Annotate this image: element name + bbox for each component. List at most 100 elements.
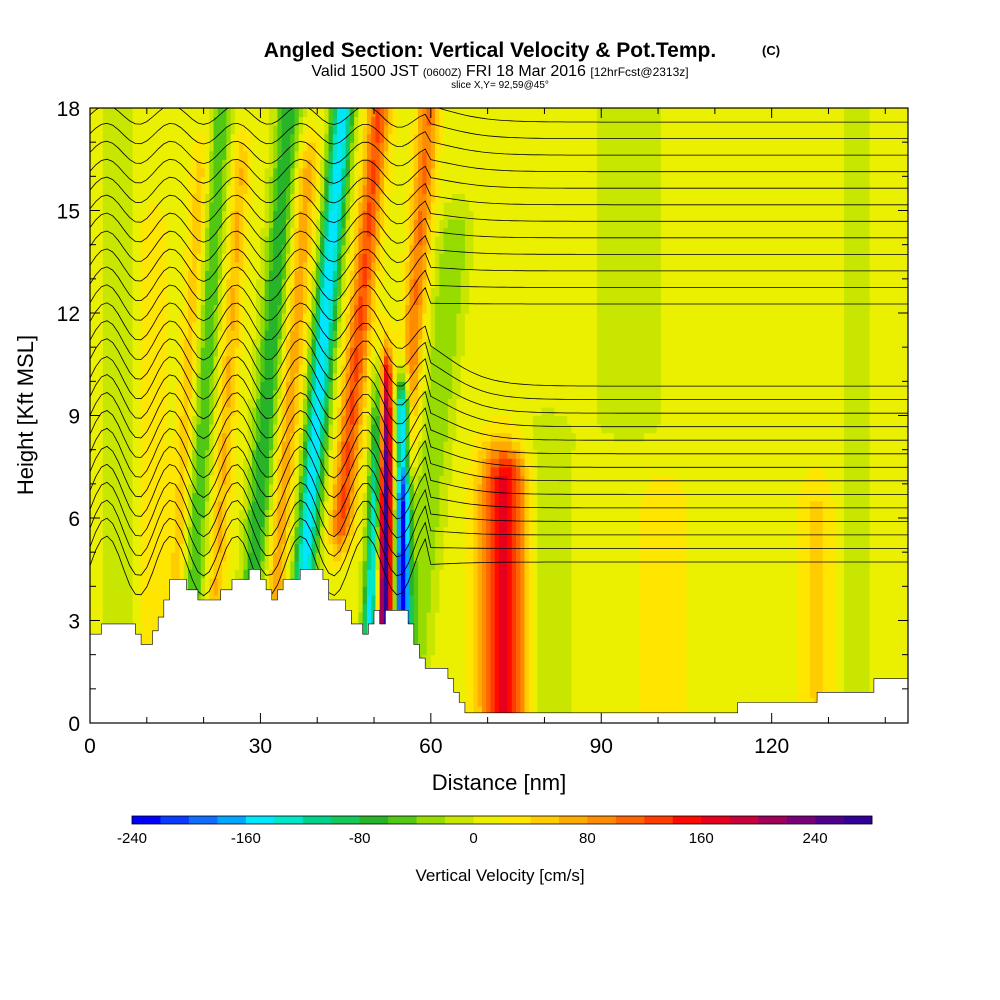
velocity-cell: [362, 603, 368, 613]
velocity-cell: [341, 449, 347, 459]
velocity-cell: [183, 278, 189, 288]
velocity-cell: [226, 193, 232, 203]
velocity-cell: [256, 321, 262, 331]
velocity-cell: [243, 355, 249, 365]
velocity-cell: [285, 321, 291, 331]
velocity-cell: [153, 150, 159, 160]
velocity-cell: [234, 364, 240, 374]
velocity-cell: [251, 159, 257, 169]
velocity-cell: [141, 629, 146, 639]
velocity-cell: [243, 389, 249, 400]
velocity-cell: [145, 159, 151, 169]
velocity-cell: [124, 355, 129, 365]
velocity-cell: [247, 227, 253, 237]
velocity-cell: [354, 261, 360, 271]
velocity-cell: [187, 330, 193, 340]
velocity-cell: [226, 415, 232, 425]
velocity-cell: [251, 347, 257, 357]
velocity-cell: [149, 270, 155, 280]
velocity-cell: [375, 142, 381, 152]
velocity-cell: [222, 509, 227, 519]
velocity-cell: [366, 535, 372, 545]
velocity-cell: [332, 219, 338, 229]
velocity-cell: [264, 193, 270, 203]
velocity-cell: [98, 244, 104, 254]
velocity-cell: [196, 116, 202, 126]
velocity-cell: [102, 193, 108, 203]
velocity-cell: [119, 398, 125, 408]
velocity-cell: [328, 372, 334, 382]
velocity-cell: [209, 201, 215, 212]
velocity-cell: [205, 483, 210, 493]
velocity-cell: [294, 449, 300, 459]
velocity-cell: [98, 347, 104, 357]
velocity-cell: [358, 594, 364, 605]
velocity-cell: [247, 176, 253, 186]
velocity-cell: [294, 236, 300, 246]
velocity-cell: [94, 355, 100, 365]
velocity-cell: [298, 108, 304, 118]
velocity-cell: [358, 492, 364, 502]
velocity-cell: [175, 295, 181, 306]
velocity-cell: [234, 261, 240, 271]
velocity-cell: [239, 458, 244, 468]
velocity-cell: [234, 133, 240, 143]
velocity-cell: [132, 253, 138, 263]
velocity-cell: [311, 338, 317, 348]
velocity-cell: [166, 236, 172, 246]
velocity-cell: [145, 432, 151, 442]
velocity-cell: [264, 236, 270, 246]
velocity-cell: [183, 210, 189, 220]
velocity-cell: [119, 108, 125, 118]
velocity-cell: [187, 543, 193, 553]
velocity-cell: [328, 150, 334, 160]
velocity-cell: [268, 449, 274, 459]
velocity-cell: [132, 398, 138, 408]
velocity-cell: [94, 526, 100, 536]
velocity-cell: [115, 406, 121, 417]
velocity-cell: [222, 330, 227, 340]
velocity-cell: [337, 518, 342, 528]
velocity-cell: [200, 236, 206, 246]
velocity-cell: [94, 253, 100, 263]
velocity-cell: [320, 526, 325, 536]
velocity-cell: [243, 492, 249, 502]
velocity-cell: [358, 611, 364, 622]
velocity-cell: [358, 133, 364, 143]
velocity-cell: [209, 287, 215, 297]
velocity-cell: [102, 355, 108, 365]
velocity-cell: [170, 492, 176, 502]
velocity-cell: [94, 475, 100, 485]
velocity-cell: [332, 560, 338, 570]
velocity-cell: [94, 108, 100, 118]
velocity-cell: [145, 406, 151, 417]
velocity-cell: [328, 347, 334, 357]
velocity-cell: [192, 458, 198, 468]
velocity-cell: [320, 184, 325, 195]
velocity-cell: [230, 330, 236, 340]
velocity-cell: [183, 509, 189, 519]
velocity-cell: [358, 253, 364, 263]
velocity-cell: [371, 569, 377, 579]
velocity-cell: [315, 159, 321, 169]
velocity-cell: [217, 364, 223, 374]
velocity-cell: [153, 535, 159, 545]
velocity-cell: [149, 227, 155, 237]
velocity-cell: [234, 466, 240, 476]
velocity-cell: [239, 236, 244, 246]
velocity-cell: [187, 295, 193, 306]
velocity-cell: [132, 338, 138, 348]
velocity-cell: [124, 441, 129, 451]
velocity-cell: [187, 261, 193, 271]
velocity-cell: [239, 270, 244, 280]
velocity-cell: [239, 330, 244, 340]
velocity-cell: [277, 415, 283, 425]
velocity-cell: [205, 560, 210, 570]
velocity-cell: [124, 125, 129, 135]
velocity-cell: [268, 500, 274, 511]
velocity-cell: [128, 406, 134, 417]
velocity-cell: [230, 560, 236, 570]
velocity-cell: [298, 287, 304, 297]
velocity-cell: [124, 227, 129, 237]
velocity-cell: [205, 449, 210, 459]
